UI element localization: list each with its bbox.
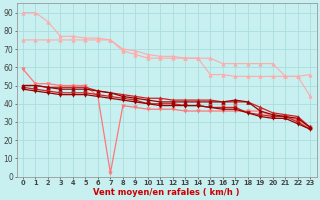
X-axis label: Vent moyen/en rafales ( km/h ): Vent moyen/en rafales ( km/h ) [93, 188, 240, 197]
